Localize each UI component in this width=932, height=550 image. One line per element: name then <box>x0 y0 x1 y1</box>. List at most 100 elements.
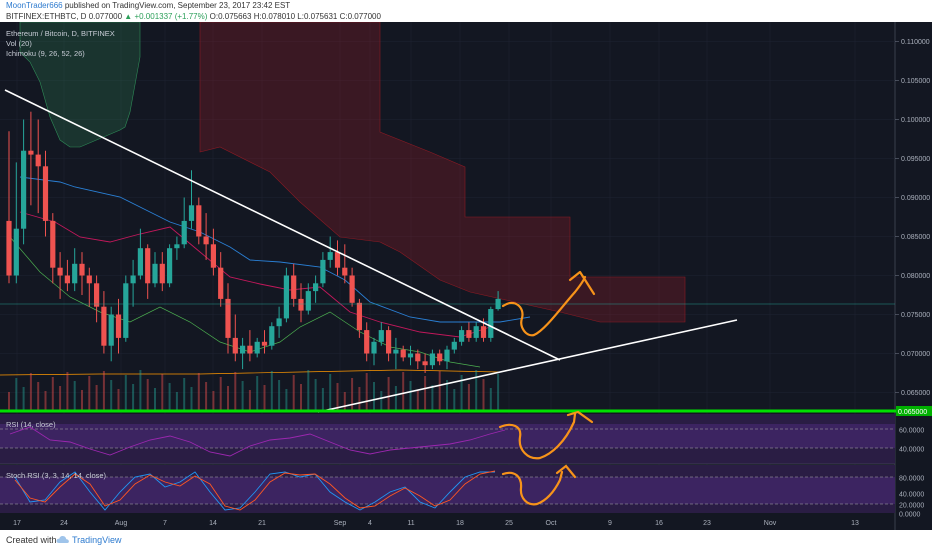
candle-body[interactable] <box>137 248 143 276</box>
volume-bar <box>190 387 193 410</box>
candle-body[interactable] <box>123 283 129 338</box>
candle-body[interactable] <box>371 341 377 354</box>
candle-body[interactable] <box>42 166 49 221</box>
time-tick-label: Sep <box>334 520 347 527</box>
candle-body[interactable] <box>349 275 355 303</box>
candle-body[interactable] <box>269 326 275 346</box>
support-price-tag <box>896 406 932 416</box>
chart-area[interactable]: 0.065000 Ethereum / Bitcoin, D, BITFINEX… <box>0 22 932 530</box>
time-tick-label: 4 <box>368 520 372 527</box>
candle-body[interactable] <box>152 263 158 284</box>
candle-body[interactable] <box>79 263 85 276</box>
candle-body[interactable] <box>437 353 443 362</box>
candle-body[interactable] <box>320 259 326 284</box>
candle-body[interactable] <box>188 205 195 221</box>
volume-bar <box>8 392 10 410</box>
candle-body[interactable] <box>283 275 289 319</box>
candle-body[interactable] <box>276 318 282 327</box>
volume-bar <box>270 371 273 410</box>
candle-body[interactable] <box>240 345 246 354</box>
candle-body[interactable] <box>334 252 341 268</box>
candle-body[interactable] <box>35 154 41 167</box>
candle-body[interactable] <box>386 330 392 354</box>
created-with-label: Created with <box>6 535 57 545</box>
ascending-trendline[interactable] <box>317 319 738 413</box>
candle-body[interactable] <box>130 275 136 284</box>
candle-body[interactable] <box>305 291 311 311</box>
candle-body[interactable] <box>86 275 92 284</box>
indicator-tick-label: 80.0000 <box>899 476 924 483</box>
candle-body[interactable] <box>407 353 414 358</box>
candle-body[interactable] <box>108 314 114 346</box>
candle-body[interactable] <box>356 302 362 331</box>
volume-bar <box>51 377 54 410</box>
candle-body[interactable] <box>342 267 348 276</box>
price-tick-label: 0.095000 <box>901 156 930 163</box>
candle-body[interactable] <box>28 150 34 155</box>
price-axis[interactable] <box>895 22 932 530</box>
candle-body[interactable] <box>115 314 122 338</box>
candle-body[interactable] <box>429 353 435 366</box>
footer: Created with TradingView <box>0 530 932 550</box>
price-chart[interactable]: 0.065000 Ethereum / Bitcoin, D, BITFINEX… <box>0 22 932 530</box>
candle-body[interactable] <box>444 349 450 362</box>
price-tick-label: 0.100000 <box>901 117 930 124</box>
candle-body[interactable] <box>225 298 231 338</box>
candles[interactable] <box>6 111 501 373</box>
candle-body[interactable] <box>291 275 297 299</box>
candle-body[interactable] <box>101 306 107 346</box>
volume-bar <box>256 376 259 410</box>
candle-body[interactable] <box>21 150 27 229</box>
time-tick-label: 11 <box>407 520 414 527</box>
candle-body[interactable] <box>64 275 70 284</box>
candle-body[interactable] <box>203 236 209 245</box>
candle-body[interactable] <box>422 361 428 366</box>
candle-body[interactable] <box>298 298 304 311</box>
candle-body[interactable] <box>473 326 479 338</box>
volume-bar <box>278 380 281 410</box>
tradingview-brand-link[interactable]: TradingView <box>72 535 122 545</box>
candle-body[interactable] <box>167 248 173 284</box>
candle-body[interactable] <box>94 283 100 307</box>
candle-body[interactable] <box>232 337 238 354</box>
candle-body[interactable] <box>415 353 421 362</box>
candle-body[interactable] <box>393 349 399 354</box>
volume-bar <box>365 373 368 410</box>
candle-body[interactable] <box>6 220 12 276</box>
candle-body[interactable] <box>145 248 151 284</box>
candle-body[interactable] <box>459 330 465 342</box>
candle-body[interactable] <box>327 252 333 260</box>
volume-bar <box>168 383 171 410</box>
candle-body[interactable] <box>57 267 63 276</box>
candle-body[interactable] <box>13 228 19 276</box>
volume-bar <box>183 378 186 410</box>
rsi-label: RSI (14, close) <box>6 420 56 429</box>
author-link[interactable]: MoonTrader666 <box>6 1 63 10</box>
candle-body[interactable] <box>364 330 370 354</box>
candle-body[interactable] <box>159 263 165 284</box>
candle-body[interactable] <box>261 341 268 346</box>
candle-body[interactable] <box>72 263 78 284</box>
support-price-label: 0.065000 <box>898 409 927 416</box>
candle-body[interactable] <box>210 244 216 268</box>
candle-body[interactable] <box>181 220 187 245</box>
volume-bar <box>446 380 448 410</box>
candle-body[interactable] <box>313 283 319 292</box>
volume-bar <box>139 370 142 410</box>
candle-body[interactable] <box>174 244 180 249</box>
descending-trendline[interactable] <box>4 89 561 361</box>
candle-body[interactable] <box>480 326 487 338</box>
price-tick-label: 0.085000 <box>901 234 930 241</box>
candle-body[interactable] <box>254 341 260 354</box>
candle-body[interactable] <box>196 205 202 237</box>
candle-body[interactable] <box>218 267 224 299</box>
volume-bar <box>358 387 361 410</box>
candle-body[interactable] <box>378 330 384 342</box>
candle-body[interactable] <box>451 341 457 350</box>
candle-body[interactable] <box>400 349 406 358</box>
candle-body[interactable] <box>466 330 472 338</box>
candle-body[interactable] <box>50 220 56 268</box>
volume-indicator-label: Vol (20) <box>6 39 32 48</box>
candle-body[interactable] <box>247 345 253 354</box>
candle-body[interactable] <box>488 309 494 338</box>
